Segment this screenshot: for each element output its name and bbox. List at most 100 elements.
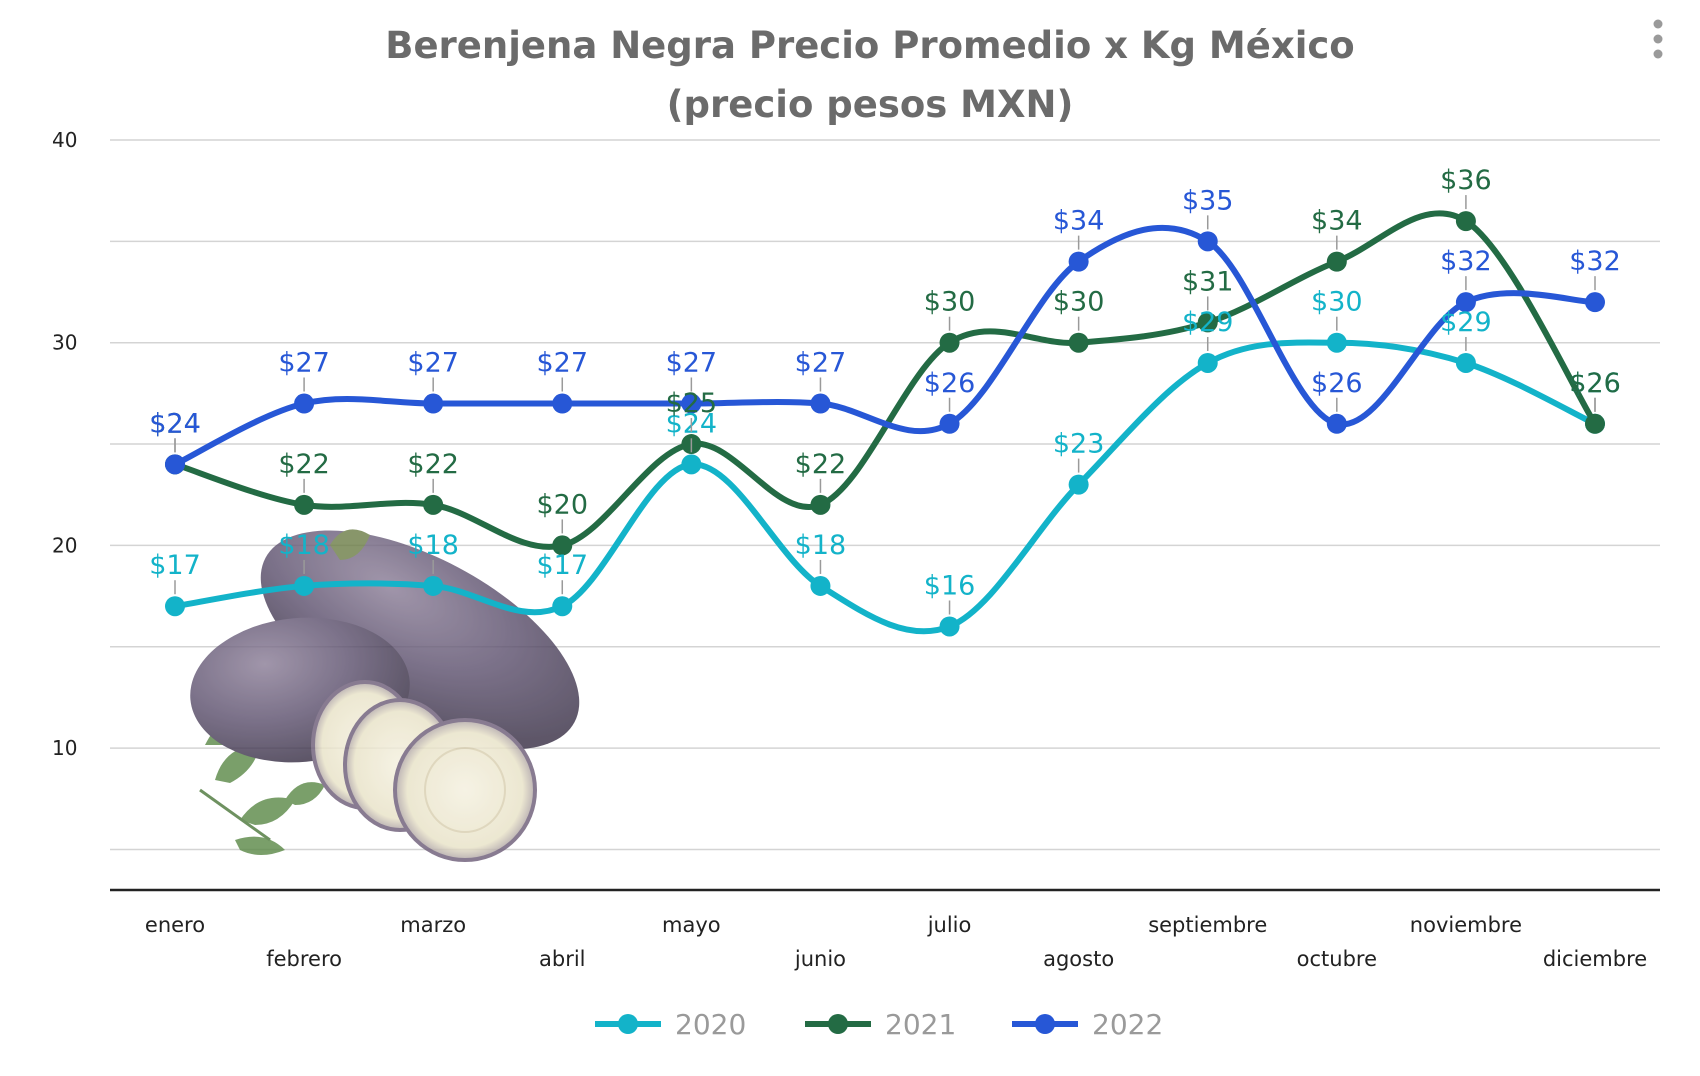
data-point-2020[interactable] bbox=[423, 575, 444, 596]
x-tick-label: julio bbox=[927, 913, 972, 937]
data-point-2021[interactable] bbox=[1197, 312, 1218, 333]
legend-label: 2021 bbox=[885, 1008, 956, 1041]
x-tick-label: noviembre bbox=[1410, 913, 1522, 937]
data-label-2022: $35 bbox=[1182, 185, 1234, 216]
data-label-2021: $30 bbox=[1053, 287, 1105, 318]
data-label-2021: $25 bbox=[666, 388, 718, 419]
data-label-2022: $26 bbox=[924, 368, 976, 399]
data-point-2022[interactable] bbox=[681, 393, 702, 414]
data-point-2020[interactable] bbox=[939, 616, 960, 637]
data-label-2022: $27 bbox=[666, 348, 718, 379]
data-label-2020: $26 bbox=[1569, 368, 1621, 399]
legend-swatch-dot bbox=[618, 1014, 638, 1034]
y-tick-label: 40 bbox=[52, 128, 77, 152]
data-label-2021: $30 bbox=[924, 287, 976, 318]
x-tick-label: septiembre bbox=[1148, 913, 1267, 937]
data-label-2021: $22 bbox=[407, 449, 459, 480]
data-label-2022: $32 bbox=[1440, 246, 1492, 277]
data-point-2021[interactable] bbox=[294, 494, 315, 515]
data-point-2020[interactable] bbox=[1197, 352, 1218, 373]
data-label-2021: $20 bbox=[536, 489, 588, 520]
legend-item-2021[interactable]: 2021 bbox=[805, 1008, 956, 1041]
data-point-2022[interactable] bbox=[294, 393, 315, 414]
data-label-2022: $27 bbox=[795, 348, 847, 379]
chart-title: Berenjena Negra Precio Promedio x Kg Méx… bbox=[385, 24, 1354, 67]
data-point-2022[interactable] bbox=[1326, 413, 1347, 434]
data-point-2021[interactable] bbox=[552, 535, 573, 556]
data-point-2022[interactable] bbox=[423, 393, 444, 414]
data-label-2020: $17 bbox=[536, 550, 588, 581]
series-line-2021 bbox=[172, 210, 1598, 550]
data-label-2022: $27 bbox=[278, 348, 330, 379]
data-point-2021[interactable] bbox=[810, 494, 831, 515]
data-label-2021: $34 bbox=[1311, 206, 1363, 237]
data-point-2022[interactable] bbox=[1585, 292, 1605, 313]
data-label-2021: $31 bbox=[1182, 266, 1234, 297]
y-tick-label: 10 bbox=[52, 736, 77, 760]
data-label-2022: $26 bbox=[1311, 368, 1363, 399]
data-point-2021[interactable] bbox=[1455, 211, 1476, 232]
data-point-2021[interactable] bbox=[1068, 332, 1089, 353]
data-label-2020: $18 bbox=[795, 530, 847, 561]
data-point-2020[interactable] bbox=[1455, 352, 1476, 373]
data-point-2022[interactable] bbox=[1068, 251, 1089, 272]
legend-item-2020[interactable]: 2020 bbox=[595, 1008, 746, 1041]
data-label-2022: $27 bbox=[536, 348, 588, 379]
data-point-2020[interactable] bbox=[1068, 474, 1089, 495]
y-axis: 10 20 30 40 bbox=[52, 128, 77, 760]
data-label-2022: $27 bbox=[407, 348, 459, 379]
chart-subtitle: (precio pesos MXN) bbox=[667, 83, 1074, 126]
x-tick-label: agosto bbox=[1043, 947, 1114, 971]
data-label-2020: $29 bbox=[1182, 307, 1234, 338]
data-point-2022[interactable] bbox=[1455, 292, 1476, 313]
data-point-2022[interactable] bbox=[1197, 231, 1218, 252]
data-point-2020[interactable] bbox=[294, 575, 315, 596]
data-label-2022: $34 bbox=[1053, 206, 1105, 237]
data-point-2020[interactable] bbox=[552, 596, 573, 617]
data-label-2021: $26 bbox=[1569, 368, 1621, 399]
x-tick-label: octubre bbox=[1297, 947, 1377, 971]
legend-swatch-dot bbox=[828, 1014, 848, 1034]
data-point-2021[interactable] bbox=[939, 332, 960, 353]
y-tick-label: 20 bbox=[52, 533, 77, 557]
data-point-2020[interactable] bbox=[1326, 332, 1347, 353]
x-tick-label: febrero bbox=[266, 947, 342, 971]
data-label-2021: $36 bbox=[1440, 165, 1492, 196]
data-point-2022[interactable] bbox=[552, 393, 573, 414]
legend-label: 2020 bbox=[675, 1008, 746, 1041]
data-label-2020: $23 bbox=[1053, 429, 1105, 460]
legend-item-2022[interactable]: 2022 bbox=[1012, 1008, 1163, 1041]
data-label-2021: $22 bbox=[795, 449, 847, 480]
data-point-2020[interactable] bbox=[165, 596, 185, 617]
data-point-2022[interactable] bbox=[165, 454, 185, 475]
data-point-2021[interactable] bbox=[423, 494, 444, 515]
data-label-2022: $32 bbox=[1569, 246, 1621, 277]
x-tick-label: enero bbox=[145, 913, 205, 937]
data-label-2020: $29 bbox=[1440, 307, 1492, 338]
x-tick-label: diciembre bbox=[1543, 947, 1647, 971]
legend-swatch-dot bbox=[1035, 1014, 1055, 1034]
data-point-2021[interactable] bbox=[1326, 251, 1347, 272]
eggplant-picture bbox=[190, 529, 580, 862]
legend: 2020 2021 2022 bbox=[595, 1008, 1163, 1041]
data-label-2020: $18 bbox=[278, 530, 330, 561]
data-label-2020: $18 bbox=[407, 530, 459, 561]
x-tick-label: abril bbox=[539, 947, 586, 971]
x-tick-label: marzo bbox=[400, 913, 466, 937]
more-vert-icon[interactable] bbox=[1653, 19, 1663, 59]
data-point-2021[interactable] bbox=[1585, 413, 1605, 434]
series-layer bbox=[165, 210, 1605, 637]
data-label-2020: $30 bbox=[1311, 287, 1363, 318]
data-point-2020[interactable] bbox=[681, 454, 702, 475]
data-label-2022: $24 bbox=[149, 408, 201, 439]
x-tick-label: mayo bbox=[662, 913, 721, 937]
y-tick-label: 30 bbox=[52, 331, 77, 355]
data-point-2022[interactable] bbox=[939, 413, 960, 434]
data-point-2022[interactable] bbox=[810, 393, 831, 414]
data-label-2021: $24 bbox=[149, 408, 201, 439]
data-point-2020[interactable] bbox=[810, 575, 831, 596]
legend-label: 2022 bbox=[1092, 1008, 1163, 1041]
data-label-2020: $17 bbox=[149, 550, 201, 581]
x-axis: enero febrero marzo abril mayo junio julio agos… bbox=[145, 913, 1647, 971]
